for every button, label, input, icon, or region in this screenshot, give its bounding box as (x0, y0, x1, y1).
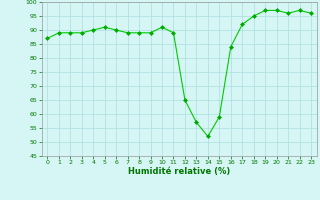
X-axis label: Humidité relative (%): Humidité relative (%) (128, 167, 230, 176)
